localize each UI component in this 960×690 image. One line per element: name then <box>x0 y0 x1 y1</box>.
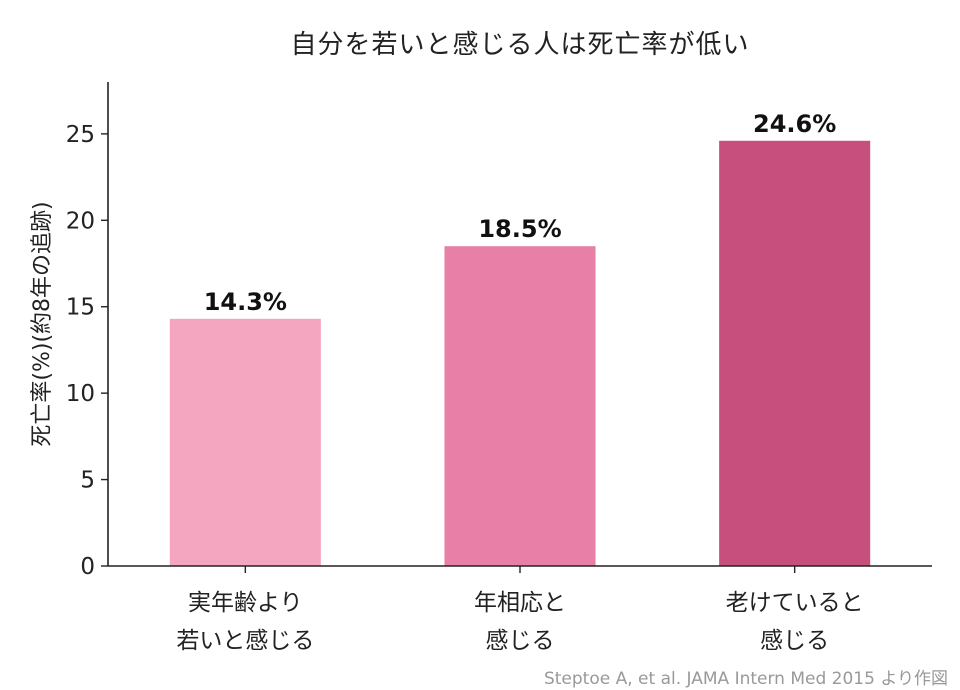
y-tick-label: 20 <box>66 208 95 234</box>
x-tick-label: 年相応と <box>474 590 566 616</box>
chart-title: 自分を若いと感じる人は死亡率が低い <box>290 30 750 60</box>
y-tick-label: 0 <box>80 554 95 580</box>
bar <box>444 246 596 566</box>
y-tick-label: 10 <box>66 381 95 407</box>
x-tick-label: 感じる <box>486 628 555 654</box>
x-tick-label: 老けていると <box>726 590 864 616</box>
bar-value-label: 24.6% <box>753 110 836 138</box>
source-citation: Steptoe A, et al. JAMA Intern Med 2015 よ… <box>543 669 948 689</box>
y-tick-label: 15 <box>66 295 95 321</box>
x-tick-label: 若いと感じる <box>176 628 314 654</box>
x-tick-label: 感じる <box>760 628 829 654</box>
bar-value-label: 18.5% <box>478 215 561 243</box>
bar <box>169 318 321 566</box>
y-tick-label: 5 <box>80 468 95 494</box>
bar-value-label: 14.3% <box>204 288 287 316</box>
x-tick-label: 実年齢より <box>188 590 303 616</box>
bar <box>719 140 871 566</box>
y-tick-label: 25 <box>66 122 95 148</box>
